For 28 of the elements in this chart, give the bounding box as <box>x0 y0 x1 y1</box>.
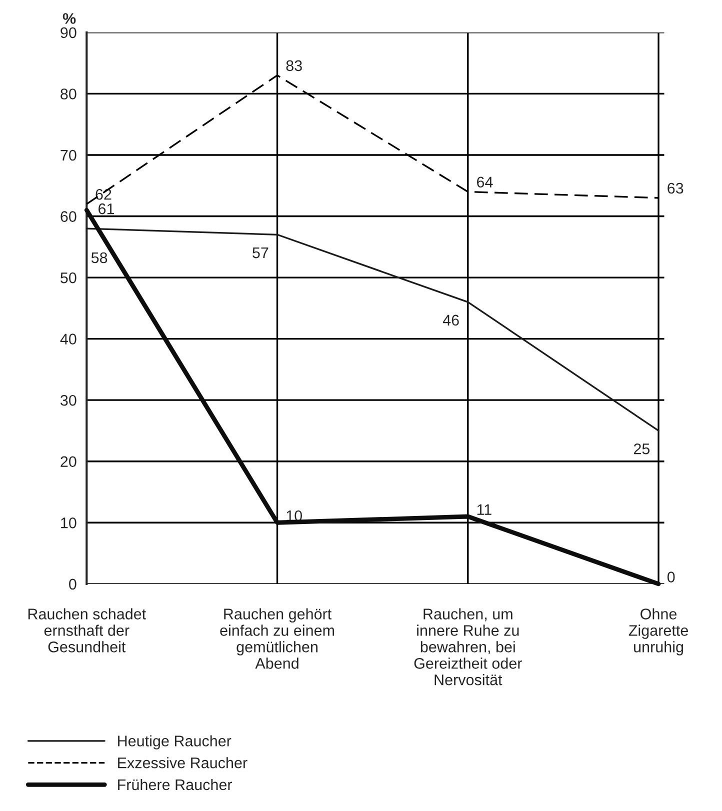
data-label: 57 <box>252 248 268 258</box>
legend-label: Heutige Raucher <box>118 735 232 750</box>
y-tick-label: 20 <box>60 456 76 468</box>
x-tick-label: Rauchen gehört einfach zu einem gemütlichen Abend <box>220 608 334 669</box>
data-label: 11 <box>477 504 492 515</box>
y-tick-label: 90 <box>60 27 76 38</box>
y-tick-label: 30 <box>60 394 76 406</box>
legend-label: Exzessive Raucher <box>118 757 248 768</box>
x-tick-label: Ohne Zigarette unruhig <box>628 608 688 656</box>
x-tick-label: Rauchen, um innere Ruhe zu bewahren, bei Gereiztheit oder Nervosität <box>414 608 522 686</box>
y-tick-label: 50 <box>60 272 76 284</box>
data-label: 83 <box>286 60 302 72</box>
y-axis-title: % <box>62 13 76 24</box>
y-tick-label: 80 <box>60 88 76 100</box>
data-label: 63 <box>668 182 684 194</box>
data-label: 25 <box>634 443 650 454</box>
data-label: 61 <box>98 203 114 214</box>
x-tick-label: Rauchen schadet ernsthaft der Gesundheit <box>28 608 146 652</box>
data-label: 0 <box>667 572 675 582</box>
y-tick-label: 10 <box>61 518 76 528</box>
legend-label: Frühere Raucher <box>118 778 232 790</box>
data-label: 64 <box>477 176 493 188</box>
data-label: 58 <box>91 252 108 264</box>
y-tick-label: 0 <box>69 578 76 590</box>
y-tick-label: 70 <box>60 150 76 161</box>
data-label: 46 <box>442 314 459 326</box>
y-tick-label: 40 <box>60 334 76 345</box>
y-tick-label: 60 <box>60 211 76 222</box>
